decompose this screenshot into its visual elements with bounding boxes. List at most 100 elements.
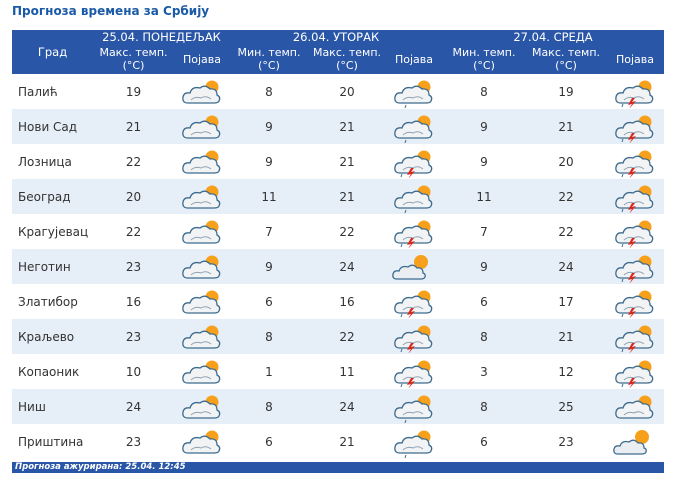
d3-weather-cell <box>606 144 665 179</box>
city-name: Палић <box>12 74 93 109</box>
thunderstorm-icon <box>606 146 664 178</box>
thunderstorm-icon <box>386 286 442 318</box>
d1-weather-cell <box>174 109 230 144</box>
d1-max-temp: 19 <box>93 74 174 109</box>
d2-min-temp: 8 <box>230 74 308 109</box>
thunderstorm-icon <box>386 146 442 178</box>
d3-weather-cell <box>606 214 665 249</box>
d3-max-temp: 21 <box>526 319 606 354</box>
d2-max-temp: 21 <box>308 109 386 144</box>
d3-max-temp: 22 <box>526 179 606 214</box>
d3-weather-cell <box>606 354 665 389</box>
d3-min-temp: 8 <box>442 389 526 424</box>
d3-max-temp: 21 <box>526 109 606 144</box>
d2-min-temp: 9 <box>230 109 308 144</box>
d2-max-temp: 24 <box>308 249 386 284</box>
table-row: Крагујевац 22 7 22 7 22 <box>12 214 665 249</box>
d1-max-temp: 21 <box>93 109 174 144</box>
d2-weather-cell <box>386 389 442 424</box>
d3-weather-cell <box>606 319 665 354</box>
d3-max-temp: 20 <box>526 144 606 179</box>
header-d1-max: Макс. темп. (°C) <box>93 44 174 74</box>
cloudy-sun-icon <box>174 426 230 458</box>
d1-weather-cell <box>174 319 230 354</box>
cloudy-sun-icon <box>606 391 664 423</box>
d2-min-temp: 6 <box>230 424 308 459</box>
thunderstorm-icon <box>386 356 442 388</box>
d2-max-temp: 16 <box>308 284 386 319</box>
d1-max-temp: 10 <box>93 354 174 389</box>
d3-max-temp: 12 <box>526 354 606 389</box>
header-day-3: 27.04. СРЕДА <box>442 30 665 44</box>
d1-weather-cell <box>174 284 230 319</box>
d2-max-temp: 21 <box>308 424 386 459</box>
cloudy-sun-icon <box>174 111 230 143</box>
d1-max-temp: 20 <box>93 179 174 214</box>
d2-min-temp: 8 <box>230 389 308 424</box>
thunderstorm-icon <box>606 181 664 213</box>
header-d2-weather: Појава <box>386 44 442 74</box>
cloudy-sun-icon <box>174 356 230 388</box>
d2-min-temp: 1 <box>230 354 308 389</box>
table-row: Златибор 16 6 16 6 17 <box>12 284 665 319</box>
d2-min-temp: 9 <box>230 249 308 284</box>
d2-weather-cell <box>386 179 442 214</box>
city-name: Приштина <box>12 424 93 459</box>
table-row: Копаоник 10 1 11 3 12 <box>12 354 665 389</box>
thunderstorm-icon <box>386 216 442 248</box>
thunderstorm-icon <box>606 76 664 108</box>
d2-max-temp: 24 <box>308 389 386 424</box>
d1-weather-cell <box>174 249 230 284</box>
d3-weather-cell <box>606 424 665 459</box>
d3-weather-cell <box>606 179 665 214</box>
thunderstorm-icon <box>606 251 664 283</box>
d2-max-temp: 20 <box>308 74 386 109</box>
d2-max-temp: 21 <box>308 179 386 214</box>
page-title: Прогноза времена за Србију <box>12 4 210 18</box>
cloudy-sun-icon <box>174 76 230 108</box>
header-d3-weather: Појава <box>606 44 665 74</box>
d3-max-temp: 25 <box>526 389 606 424</box>
d2-weather-cell <box>386 74 442 109</box>
d3-weather-cell <box>606 389 665 424</box>
header-d3-min: Мин. темп. (°C) <box>442 44 526 74</box>
d3-min-temp: 9 <box>442 249 526 284</box>
d2-max-temp: 11 <box>308 354 386 389</box>
d2-weather-cell <box>386 354 442 389</box>
header-city: Град <box>12 30 93 74</box>
d1-max-temp: 23 <box>93 424 174 459</box>
cloud-sun-drizzle-icon <box>386 76 442 108</box>
partly-cloudy-icon <box>386 251 442 283</box>
d3-weather-cell <box>606 284 665 319</box>
d3-max-temp: 24 <box>526 249 606 284</box>
d3-weather-cell <box>606 109 665 144</box>
header-d2-max: Макс. темп. (°C) <box>308 44 386 74</box>
d3-min-temp: 3 <box>442 354 526 389</box>
d2-max-temp: 22 <box>308 214 386 249</box>
d3-min-temp: 9 <box>442 144 526 179</box>
d2-min-temp: 7 <box>230 214 308 249</box>
d2-min-temp: 9 <box>230 144 308 179</box>
d3-max-temp: 17 <box>526 284 606 319</box>
table-row: Приштина 23 6 21 6 23 <box>12 424 665 459</box>
d3-min-temp: 6 <box>442 424 526 459</box>
d1-weather-cell <box>174 214 230 249</box>
d3-min-temp: 11 <box>442 179 526 214</box>
thunderstorm-icon <box>606 321 664 353</box>
d1-weather-cell <box>174 424 230 459</box>
header-d1-weather: Појава <box>174 44 230 74</box>
d3-min-temp: 9 <box>442 109 526 144</box>
table-row: Нови Сад 21 9 21 9 21 <box>12 109 665 144</box>
table-row: Краљево 23 8 22 8 21 <box>12 319 665 354</box>
d1-max-temp: 23 <box>93 319 174 354</box>
d1-weather-cell <box>174 389 230 424</box>
header-day-1: 25.04. ПОНЕДЕЉАК <box>93 30 230 44</box>
d1-max-temp: 16 <box>93 284 174 319</box>
cloudy-sun-icon <box>174 321 230 353</box>
cloudy-sun-icon <box>174 181 230 213</box>
d2-weather-cell <box>386 284 442 319</box>
d3-min-temp: 6 <box>442 284 526 319</box>
d2-weather-cell <box>386 249 442 284</box>
d2-max-temp: 21 <box>308 144 386 179</box>
d2-weather-cell <box>386 319 442 354</box>
